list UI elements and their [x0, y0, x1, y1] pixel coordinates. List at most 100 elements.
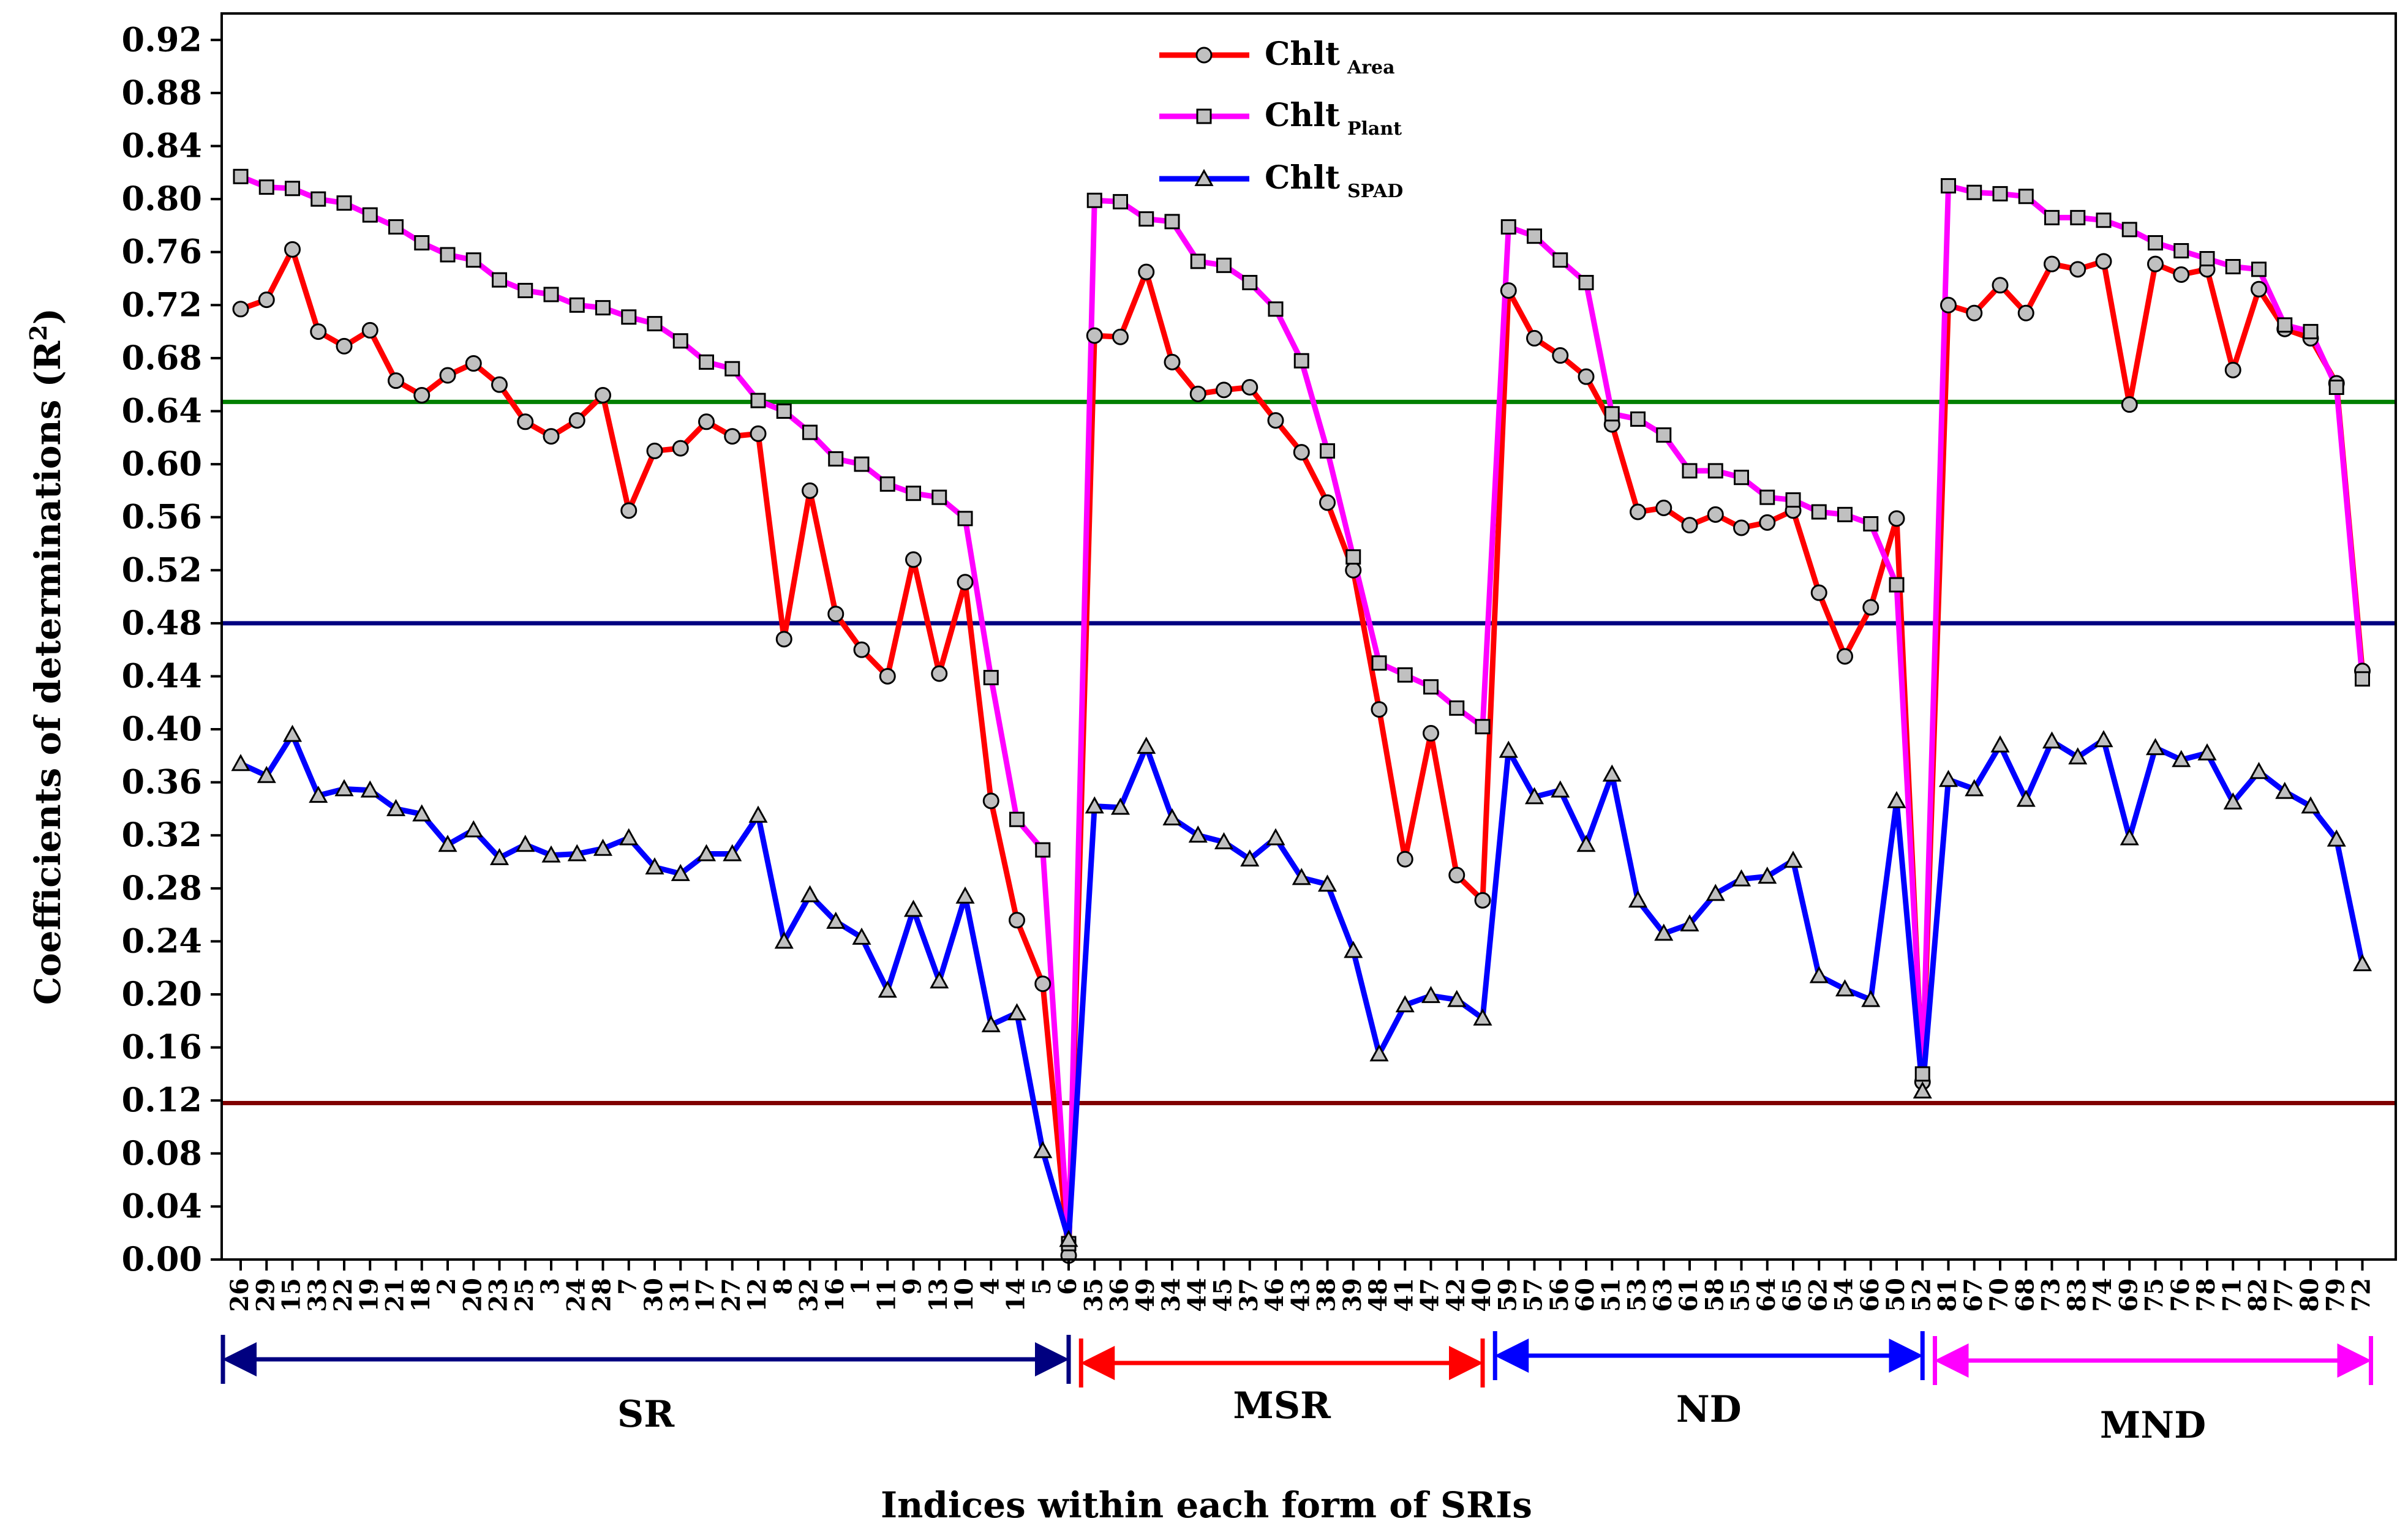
data-point-plant — [2277, 317, 2293, 333]
x-tick-label: 61 — [1674, 1278, 1703, 1312]
data-point-area — [258, 291, 275, 309]
data-point-spad — [2352, 954, 2372, 972]
data-point-area — [310, 323, 327, 340]
x-tick-label: 50 — [1881, 1278, 1910, 1312]
data-point-plant — [1759, 489, 1775, 505]
data-point-spad — [2094, 730, 2113, 748]
data-point-plant — [1811, 504, 1827, 520]
x-tick-label: 40 — [1467, 1278, 1496, 1312]
data-point-plant — [465, 252, 481, 268]
x-axis-label: Indices within each form of SRIs — [881, 1484, 1532, 1526]
x-tick-label: 60 — [1571, 1278, 1600, 1312]
data-point-plant — [1113, 193, 1128, 209]
y-tick-label: 0.40 — [121, 709, 202, 748]
legend-marker-spad — [1194, 168, 1214, 186]
x-tick-label: 68 — [2011, 1278, 2039, 1312]
x-tick-label: 28 — [588, 1278, 617, 1312]
data-point-area — [827, 606, 845, 623]
data-point-spad — [438, 835, 457, 852]
x-tick-label: 73 — [2037, 1278, 2066, 1312]
data-point-area — [2147, 255, 2164, 272]
data-point-area — [2069, 261, 2086, 278]
x-tick-label: 38 — [1312, 1278, 1341, 1312]
data-point-area — [1423, 725, 1439, 742]
data-point-area — [1474, 892, 1491, 909]
data-point-plant — [569, 297, 585, 313]
x-tick-label: 6 — [1053, 1278, 1082, 1295]
x-tick-label: 79 — [2321, 1278, 2350, 1312]
y-tick-label: 0.24 — [121, 921, 202, 960]
data-point-area — [1345, 561, 1362, 579]
data-point-spad — [826, 911, 846, 929]
data-point-area — [1164, 353, 1181, 370]
x-tick-label: 55 — [1726, 1278, 1755, 1312]
data-point-area — [853, 641, 870, 658]
x-tick-label: 45 — [1209, 1278, 1238, 1312]
data-point-plant — [1397, 667, 1413, 683]
data-point-spad — [1240, 849, 1260, 867]
data-point-spad — [334, 779, 354, 797]
data-point-plant — [1914, 1066, 1930, 1082]
data-point-spad — [774, 931, 794, 949]
x-tick-label: 21 — [381, 1278, 410, 1312]
data-point-area — [1707, 506, 1724, 523]
x-tick-label: 57 — [1519, 1278, 1548, 1312]
x-tick-label: 65 — [1778, 1278, 1807, 1312]
x-tick-label: 29 — [251, 1278, 280, 1312]
data-point-area — [1630, 503, 1646, 520]
data-point-spad — [1809, 966, 1829, 983]
data-point-spad — [1085, 796, 1104, 814]
data-point-spad — [1214, 832, 1234, 849]
data-point-plant — [388, 219, 404, 235]
data-point-area — [543, 428, 560, 445]
data-point-spad — [231, 754, 250, 772]
data-point-plant — [2355, 671, 2370, 687]
x-tick-label: 44 — [1183, 1278, 1211, 1312]
data-point-plant — [1863, 516, 1879, 531]
data-point-area — [1888, 510, 1905, 527]
data-point-area — [2044, 255, 2060, 272]
x-tick-label: 47 — [1416, 1278, 1445, 1312]
data-point-plant — [1009, 811, 1025, 827]
x-tick-label: 42 — [1442, 1278, 1470, 1312]
data-point-plant — [595, 300, 611, 316]
data-point-area — [2173, 266, 2190, 283]
x-tick-label: 74 — [2088, 1278, 2117, 1312]
data-point-plant — [776, 403, 792, 419]
data-point-area — [439, 367, 456, 384]
x-tick-label: 26 — [225, 1278, 254, 1312]
x-tick-label: 49 — [1131, 1278, 1160, 1312]
x-tick-label: 1 — [846, 1278, 875, 1295]
x-tick-label: 67 — [1959, 1278, 1988, 1312]
data-point-area — [1837, 648, 1853, 665]
data-point-spad — [386, 798, 406, 816]
y-tick-label: 0.12 — [121, 1080, 202, 1119]
data-point-plant — [1707, 463, 1723, 479]
x-tick-label: 12 — [743, 1278, 772, 1312]
y-tick-label: 0.52 — [121, 550, 202, 589]
y-tick-label: 0.16 — [121, 1027, 202, 1067]
data-point-spad — [619, 828, 639, 846]
data-point-area — [1267, 412, 1284, 429]
x-tick-label: 37 — [1235, 1278, 1263, 1312]
data-point-spad — [567, 844, 587, 862]
data-point-plant — [2303, 324, 2319, 340]
data-point-area — [1112, 328, 1129, 345]
y-tick-label: 0.36 — [121, 762, 202, 802]
data-point-spad — [1680, 914, 1699, 932]
data-point-plant — [310, 191, 326, 207]
data-point-spad — [723, 844, 742, 862]
data-point-area — [931, 665, 948, 682]
data-point-plant — [1992, 186, 2008, 201]
data-point-spad — [489, 847, 510, 865]
data-point-spad — [1033, 1141, 1053, 1158]
data-point-spad — [1395, 995, 1415, 1013]
data-point-plant — [854, 456, 870, 472]
data-point-spad — [1421, 986, 1441, 1004]
data-point-area — [1371, 701, 1388, 718]
x-tick-label: 46 — [1260, 1278, 1289, 1312]
x-tick-label: 75 — [2140, 1278, 2169, 1312]
y-tick-label: 0.88 — [121, 73, 202, 112]
data-point-area — [1862, 599, 1879, 616]
